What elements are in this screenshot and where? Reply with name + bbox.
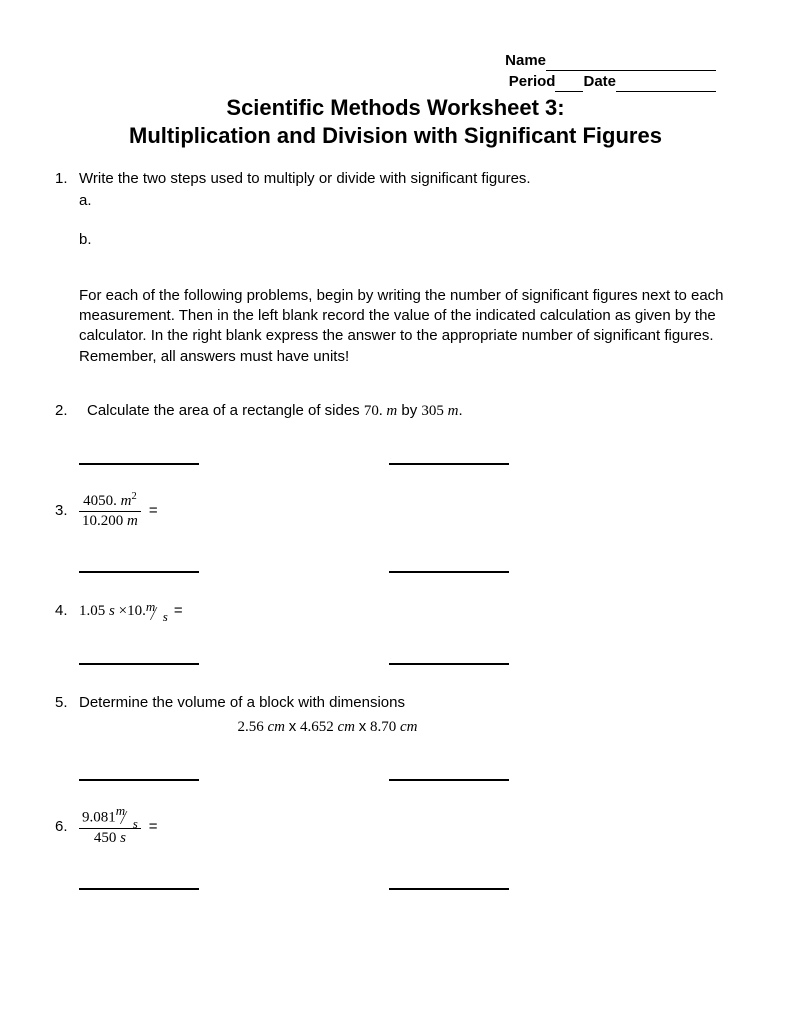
q3-blank-right[interactable]	[389, 555, 509, 573]
q2-blank-left[interactable]	[79, 447, 199, 465]
title-line-2: Multiplication and Division with Signifi…	[55, 122, 736, 150]
question-2: 2. Calculate the area of a rectangle of …	[55, 401, 736, 465]
question-4: 4. 1.05 s ×10.m⁄s =	[55, 601, 736, 665]
q6-blank-right[interactable]	[389, 872, 509, 890]
q6-number: 6.	[55, 817, 79, 837]
q6-answer-blanks	[55, 872, 736, 890]
q3-blank-left[interactable]	[79, 555, 199, 573]
q4-blank-left[interactable]	[79, 647, 199, 665]
q2-number: 2.	[55, 401, 79, 421]
q4-slash-unit: m⁄s	[146, 603, 168, 621]
date-blank[interactable]	[616, 78, 716, 92]
q5-answer-blanks	[55, 763, 736, 781]
q5-blank-right[interactable]	[389, 763, 509, 781]
question-3: 3. 4050. m2 10.200 m =	[55, 493, 736, 573]
period-blank[interactable]	[555, 78, 583, 92]
q6-fraction: 9.081m⁄s 450 s	[79, 809, 141, 847]
period-date-line: Period Date	[55, 71, 716, 92]
name-label: Name	[505, 52, 546, 69]
worksheet-page: Name Period Date Scientific Methods Works…	[0, 0, 791, 1024]
q5-blank-left[interactable]	[79, 763, 199, 781]
q2-end: .	[458, 402, 462, 419]
q2-text-prefix: Calculate the area of a rectangle of sid…	[87, 402, 364, 419]
q2-answer-blanks	[55, 447, 736, 465]
name-blank[interactable]	[546, 57, 716, 71]
content-area: 1. Write the two steps used to multiply …	[55, 169, 736, 890]
q4-expression: 1.05 s ×10.m⁄s	[79, 601, 168, 621]
period-label: Period	[509, 73, 556, 90]
q1-text: Write the two steps used to multiply or …	[79, 169, 736, 189]
q4-number: 4.	[55, 601, 79, 621]
q6-blank-left[interactable]	[79, 872, 199, 890]
q5-number: 5.	[55, 693, 79, 713]
question-1: 1. Write the two steps used to multiply …	[55, 169, 736, 268]
q6-slash-unit: m⁄s	[116, 809, 138, 827]
header-block: Name Period Date	[55, 50, 716, 92]
q3-fraction: 4050. m2 10.200 m	[79, 493, 141, 529]
q2-mid: by	[397, 402, 421, 419]
worksheet-title: Scientific Methods Worksheet 3: Multipli…	[55, 94, 736, 149]
q2-measurement-2: 305 m	[421, 403, 458, 419]
q3-number: 3.	[55, 501, 79, 521]
q4-answer-blanks	[55, 647, 736, 665]
q2-measurement-1: 70. m	[364, 403, 397, 419]
title-line-1: Scientific Methods Worksheet 3:	[55, 94, 736, 122]
q1-number: 1.	[55, 169, 79, 189]
q1-sub-a: a.	[79, 191, 736, 211]
date-label: Date	[583, 73, 616, 90]
q5-text: Determine the volume of a block with dim…	[79, 693, 736, 713]
question-5: 5. Determine the volume of a block with …	[55, 693, 736, 781]
question-6: 6. 9.081m⁄s 450 s =	[55, 809, 736, 891]
q4-blank-right[interactable]	[389, 647, 509, 665]
q5-dimensions: 2.56 cm x 4.652 cm x 8.70 cm	[79, 717, 736, 737]
q3-answer-blanks	[55, 555, 736, 573]
q6-equals: =	[149, 817, 158, 837]
instructions-paragraph: For each of the following problems, begi…	[55, 286, 736, 367]
q3-equals: =	[149, 501, 158, 521]
q1-sub-b: b.	[79, 230, 736, 250]
name-line: Name	[55, 50, 716, 71]
q4-equals: =	[174, 601, 183, 621]
q2-blank-right[interactable]	[389, 447, 509, 465]
